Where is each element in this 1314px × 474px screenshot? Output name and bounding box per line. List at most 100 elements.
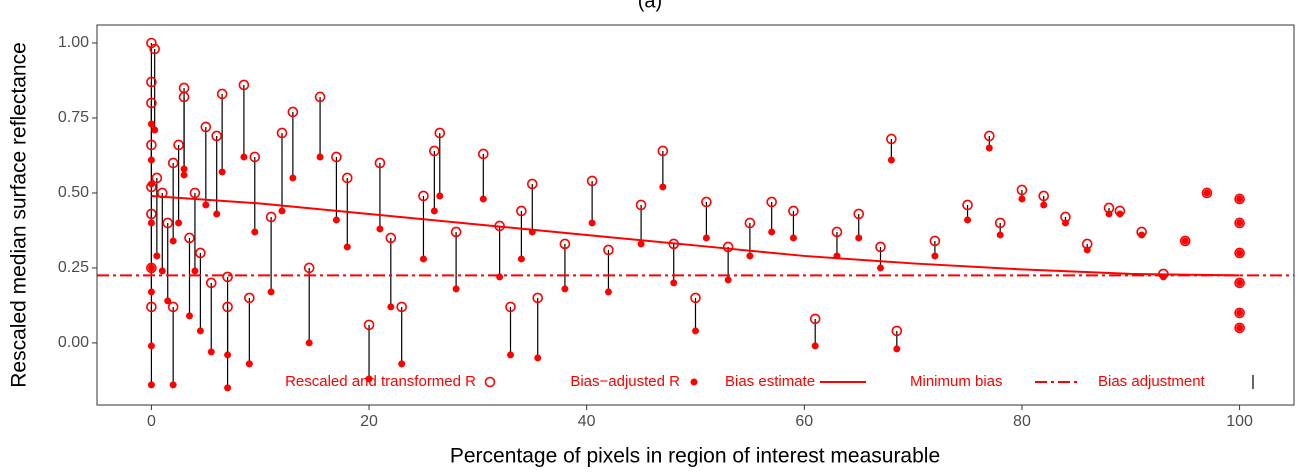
rescaled-point [429, 145, 440, 157]
rescaled-point [249, 151, 261, 163]
y-tick-label: 1.00 [58, 34, 89, 51]
bias-adjusted-point [1236, 249, 1244, 257]
rescaled-point [331, 151, 342, 163]
bias-adjusted-point [507, 351, 515, 359]
bias-adjusted-point [893, 345, 901, 353]
rescaled-point [211, 130, 222, 142]
bias-adjusted-point [768, 228, 776, 236]
rescaled-point [657, 145, 669, 157]
rescaled-point [146, 262, 157, 274]
rescaled-point [149, 43, 160, 55]
bias-adjusted-point [196, 327, 204, 335]
bias-adjusted-point [985, 144, 993, 152]
bias-adjusted-point [147, 381, 155, 389]
rescaled-point [167, 301, 179, 313]
rescaled-point [151, 172, 163, 184]
rescaled-point [559, 238, 571, 250]
bias-adjusted-point [833, 252, 841, 260]
rescaled-point [189, 187, 201, 199]
bias-adjusted-point [267, 288, 275, 296]
bias-adjusted-point [1236, 324, 1244, 332]
rescaled-point [276, 127, 288, 139]
rescaled-point [668, 238, 680, 250]
bias-adjusted-point [528, 228, 536, 236]
bias-adjusted-point [213, 210, 221, 218]
rescaled-point [374, 157, 386, 169]
rescaled-point [146, 37, 157, 49]
bias-adjusted-point [811, 342, 819, 350]
bias-adjusted-point [224, 384, 232, 392]
bias-adjusted-point [191, 267, 199, 275]
bias-adjusted-point [517, 255, 525, 263]
bias-adjusted-point [316, 153, 324, 161]
legend-label: Bias−adjusted R [570, 373, 680, 390]
rescaled-point [1114, 205, 1126, 217]
bias-adjusted-point [158, 267, 166, 275]
x-tick-label: 80 [1013, 413, 1031, 430]
rescaled-point [831, 226, 843, 238]
y-tick-label: 0.25 [58, 259, 89, 276]
y-tick-label: 0.75 [58, 109, 89, 126]
bias-adjusted-point [746, 252, 754, 260]
rescaled-point [505, 301, 516, 313]
rescaled-point [238, 79, 250, 91]
bias-adjusted-point [240, 153, 248, 161]
rescaled-point [222, 301, 233, 313]
rescaled-point [200, 121, 212, 133]
bias-adjusted-point [436, 192, 444, 200]
rescaled-point [809, 313, 821, 325]
bias-adjusted-point [452, 285, 460, 293]
chart-title: (a) [638, 0, 662, 12]
rescaled-point [1234, 217, 1245, 229]
bias-adjusted-point [180, 165, 188, 173]
bias-adjusted-point [164, 297, 172, 305]
bias-adjusted-point [604, 288, 612, 296]
rescaled-point [146, 181, 157, 193]
rescaled-point [994, 217, 1006, 229]
legend-label: Minimum bias [910, 373, 1003, 390]
rescaled-point [184, 232, 195, 244]
rescaled-point [156, 187, 168, 199]
rescaled-point [494, 220, 505, 232]
rescaled-point [516, 205, 527, 217]
rescaled-point [178, 91, 190, 103]
rescaled-point [635, 199, 647, 211]
bias-adjusted-point [289, 174, 297, 182]
bias-adjusted-point [398, 360, 406, 368]
bias-adjusted-point [305, 339, 313, 347]
bias-adjusted-point [1236, 279, 1244, 287]
rescaled-point [167, 157, 179, 169]
rescaled-point [418, 190, 429, 202]
rescaled-point [1038, 190, 1050, 202]
x-tick-label: 0 [147, 413, 156, 430]
rescaled-point [1081, 238, 1093, 250]
bias-adjusted-point [670, 279, 678, 287]
bias-adjusted-point [887, 156, 895, 164]
bias-adjusted-point [637, 240, 645, 248]
rescaled-point [222, 271, 233, 283]
rescaled-point [385, 232, 397, 244]
rescaled-point [146, 97, 157, 109]
y-tick-label: 0.00 [58, 334, 89, 351]
bias-adjusted-point [365, 375, 373, 383]
y-tick-label: 0.50 [58, 184, 89, 201]
bias-adjusted-point [1040, 201, 1048, 209]
x-tick-label: 100 [1226, 413, 1253, 430]
bias-adjusted-point [876, 264, 884, 272]
bias-adjusted-point [224, 351, 232, 359]
x-tick-label: 20 [360, 413, 378, 430]
bias-adjusted-point [588, 219, 596, 227]
bias-adjusted-point [376, 225, 384, 233]
rescaled-point [205, 277, 217, 289]
bias-adjusted-point [278, 207, 286, 215]
x-axis-title: Percentage of pixels in region of intere… [450, 445, 940, 468]
rescaled-point [875, 241, 886, 253]
rescaled-point [146, 76, 157, 88]
rescaled-point [1201, 187, 1213, 199]
bias-adjusted-point [724, 276, 732, 284]
bias-adjusted-point [147, 342, 155, 350]
rescaled-point [146, 208, 157, 220]
bias-adjusted-point [185, 312, 193, 320]
bias-adjusted-point [1203, 189, 1211, 197]
rescaled-point [434, 127, 446, 139]
